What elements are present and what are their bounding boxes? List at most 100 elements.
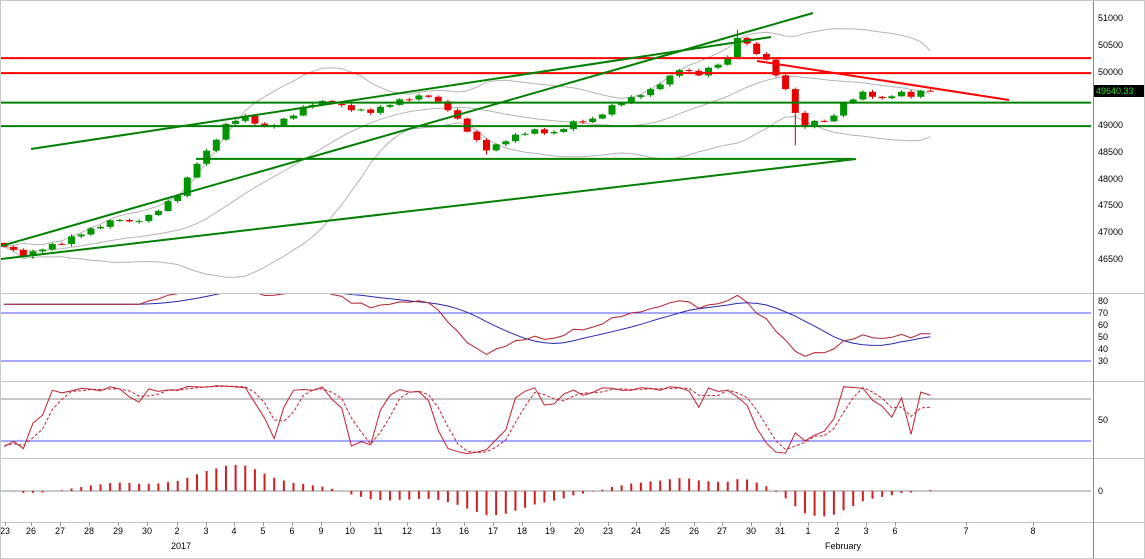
time-axis-label: 8 (1030, 526, 1036, 536)
stoch-main-line (3, 385, 931, 455)
time-axis-label: 27 (716, 526, 728, 536)
rsi-scale-label: 30 (1098, 356, 1109, 366)
time-axis-label: 31 (774, 526, 786, 536)
rsi-scale-label: 60 (1098, 320, 1109, 330)
stochastic-panel[interactable] (1, 382, 1093, 458)
time-axis-tick (5, 522, 6, 526)
time-axis-tick (350, 522, 351, 526)
panel-separator (1, 381, 1144, 382)
current-price-badge: 49640.33 (1094, 85, 1144, 97)
time-axis-label: 1 (805, 526, 811, 536)
time-axis-tick (177, 522, 178, 526)
time-axis-label: 5 (260, 526, 266, 536)
time-axis-label: 12 (401, 526, 413, 536)
time-axis-tick (31, 522, 32, 526)
time-axis-label: 6 (289, 526, 295, 536)
month-label: February (824, 541, 862, 551)
time-axis-tick (292, 522, 293, 526)
time-axis-label: 23 (602, 526, 614, 536)
time-axis-label: 6 (892, 526, 898, 536)
time-axis-tick (263, 522, 264, 526)
time-axis-label: 13 (430, 526, 442, 536)
price-axis-label: 47500 (1098, 200, 1124, 210)
time-axis-label: 20 (573, 526, 585, 536)
rsi-scale-label: 50 (1098, 332, 1109, 342)
time-axis-tick (636, 522, 637, 526)
time-axis-label: 3 (203, 526, 209, 536)
rsi-scale-label: 70 (1098, 308, 1109, 318)
time-axis-label: 30 (141, 526, 153, 536)
bollinger-upper-line (3, 28, 931, 248)
time-axis-label: 16 (458, 526, 470, 536)
time-axis-tick (694, 522, 695, 526)
year-label: 2017 (170, 541, 192, 551)
time-axis-tick (550, 522, 551, 526)
bollinger-lower-line (3, 116, 931, 278)
time-axis-tick (579, 522, 580, 526)
time-axis-tick (665, 522, 666, 526)
time-axis-label: 25 (659, 526, 671, 536)
time-axis-tick (147, 522, 148, 526)
rsi-line (4, 294, 931, 357)
time-axis-label: 30 (745, 526, 757, 536)
time-axis-tick (89, 522, 90, 526)
stoch-level-lines (1, 398, 1091, 442)
time-axis-label: 17 (487, 526, 499, 536)
price-axis-label: 50500 (1098, 40, 1124, 50)
time-axis-tick (895, 522, 896, 526)
time-axis-label: 19 (544, 526, 556, 536)
time-axis-label: 3 (863, 526, 869, 536)
time-axis-tick (722, 522, 723, 526)
time-axis-tick (966, 522, 967, 526)
rsi-scale-label: 40 (1098, 344, 1109, 354)
time-axis-tick (118, 522, 119, 526)
time-axis-tick (837, 522, 838, 526)
time-axis-label: 18 (516, 526, 528, 536)
price-axis-label: 50000 (1098, 67, 1124, 77)
time-axis-label: 24 (630, 526, 642, 536)
main-chart-panel[interactable] (1, 1, 1093, 293)
price-axis-label: 47000 (1098, 227, 1124, 237)
price-scale-border (1093, 1, 1094, 558)
time-axis-label: 2 (174, 526, 180, 536)
histogram-bars (12, 465, 932, 517)
price-axis-label: 46500 (1098, 254, 1124, 264)
time-axis-tick (464, 522, 465, 526)
time-axis-tick (780, 522, 781, 526)
time-axis-label: 11 (373, 526, 383, 536)
price-axis-label: 51000 (1098, 13, 1124, 23)
time-axis-label: 29 (112, 526, 124, 536)
rsi-level-lines (1, 312, 1091, 362)
time-axis-tick (751, 522, 752, 526)
time-axis-label: 2 (834, 526, 840, 536)
histogram-scale-label: 0 (1098, 486, 1104, 496)
time-axis-tick (522, 522, 523, 526)
time-axis-label: 26 (25, 526, 37, 536)
rsi-panel[interactable] (1, 294, 1093, 381)
time-axis-tick (407, 522, 408, 526)
stoch-signal-line (3, 385, 931, 454)
rsi-scale-label: 80 (1098, 296, 1109, 306)
bollinger-middle-line (3, 75, 931, 252)
time-axis-tick (234, 522, 235, 526)
price-axis-label: 48500 (1098, 147, 1124, 157)
panel-separator (1, 458, 1144, 459)
time-axis-label: 28 (83, 526, 95, 536)
time-axis-label: 9 (318, 526, 324, 536)
time-axis-tick (436, 522, 437, 526)
time-axis-tick (866, 522, 867, 526)
price-axis-label: 48000 (1098, 174, 1124, 184)
time-axis-tick (378, 522, 379, 526)
time-axis-label: 10 (344, 526, 356, 536)
time-axis-tick (1033, 522, 1034, 526)
panel-separator (1, 293, 1144, 294)
panel-separator (1, 522, 1144, 523)
time-axis-label: 27 (54, 526, 66, 536)
time-axis-tick (60, 522, 61, 526)
time-axis-label: 23 (0, 526, 11, 536)
time-axis-tick (493, 522, 494, 526)
stoch-scale-label: 50 (1098, 415, 1109, 425)
time-axis-label: 26 (688, 526, 700, 536)
time-axis-tick (321, 522, 322, 526)
macd-histogram-panel[interactable] (1, 459, 1093, 522)
